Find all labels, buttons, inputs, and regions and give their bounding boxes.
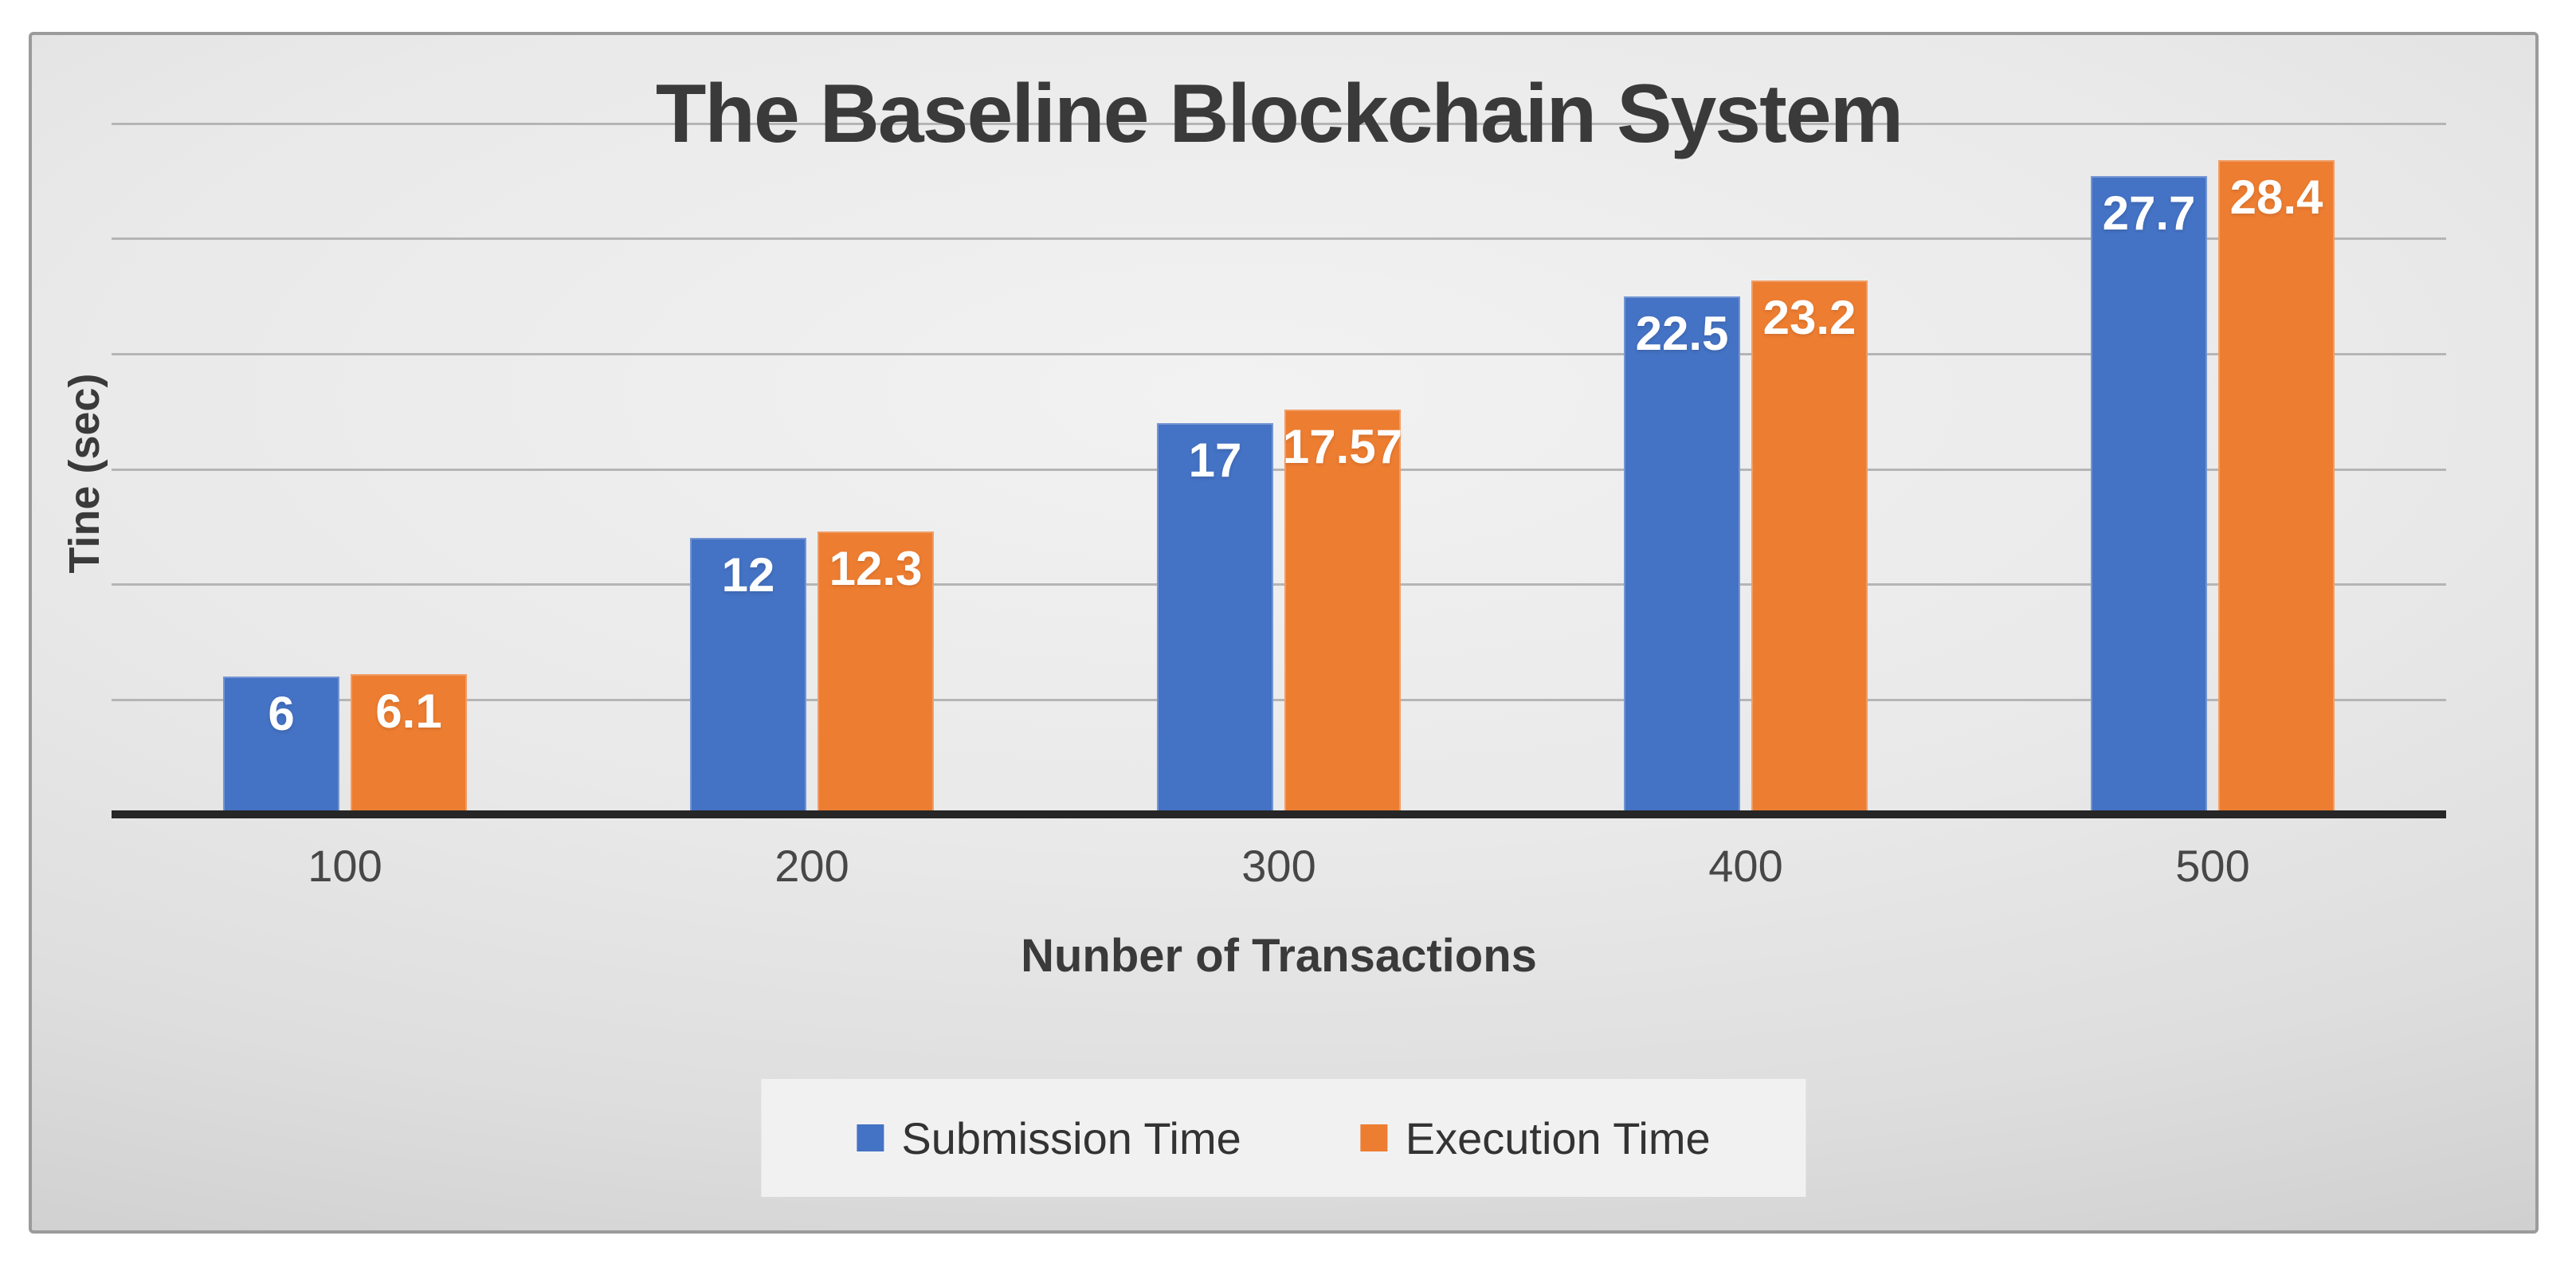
bar-value-label: 12.3: [829, 541, 923, 595]
bar-value-label: 12: [721, 548, 775, 602]
bar-value-label: 22.5: [1635, 306, 1729, 360]
gridline-25: [112, 237, 2446, 241]
bar-submission-time-100: 6: [223, 676, 339, 814]
x-axis-title: Nunber of Transactions: [1021, 930, 1537, 982]
legend-item-submission-time: Submission Time: [857, 1112, 1241, 1164]
gridline-30: [112, 123, 2446, 125]
bar-group-400: 22.5 23.2: [1512, 124, 1979, 814]
x-axis-ticks: 100 200 300 400 500: [112, 840, 2446, 892]
x-tick-300: 300: [1241, 841, 1316, 891]
legend-label: Execution Time: [1405, 1112, 1711, 1163]
bar-group-100: 6 6.1: [112, 124, 578, 814]
bar-value-label: 6.1: [375, 684, 442, 738]
chart-panel: The Baseline Blockchain System Tine (sec…: [29, 32, 2539, 1234]
gridline-10: [112, 583, 2446, 586]
bar-value-label: 17: [1188, 433, 1242, 487]
legend-item-execution-time: Execution Time: [1360, 1112, 1711, 1164]
gridline-5: [112, 698, 2446, 701]
x-tick-100: 100: [308, 841, 382, 891]
legend-marker-submission-time: [857, 1124, 884, 1151]
bar-execution-time-200: 12.3: [817, 531, 934, 814]
bar-group-200: 12 12.3: [578, 124, 1045, 814]
x-tick-500: 500: [2175, 841, 2250, 891]
bar-group-300: 17 17.57: [1045, 124, 1512, 814]
bar-submission-time-500: 27.7: [2091, 176, 2207, 814]
bar-value-label: 17.57: [1282, 420, 1403, 474]
bar-execution-time-400: 23.2: [1751, 280, 1868, 814]
bar-value-label: 27.7: [2102, 186, 2196, 241]
bar-groups: 6 6.1 12 12.3 17 17.57 22.5 23.2 27.7 28.4: [112, 124, 2446, 814]
bar-execution-time-100: 6.1: [351, 673, 467, 814]
legend: Submission Time Execution Time: [761, 1079, 1806, 1197]
bar-value-label: 23.2: [1762, 290, 1857, 344]
legend-label: Submission Time: [901, 1112, 1241, 1163]
bar-submission-time-400: 22.5: [1624, 296, 1740, 814]
x-tick-400: 400: [1708, 841, 1783, 891]
gridline-15: [112, 468, 2446, 471]
legend-marker-execution-time: [1360, 1124, 1388, 1151]
bar-submission-time-200: 12: [690, 538, 806, 814]
bar-group-500: 27.7 28.4: [1979, 124, 2446, 814]
plot-area: 6 6.1 12 12.3 17 17.57 22.5 23.2 27.7 28.4: [112, 123, 2446, 814]
bar-submission-time-300: 17: [1157, 422, 1273, 814]
y-axis-title: Tine (sec): [61, 373, 108, 574]
x-axis-line: [112, 810, 2446, 818]
bar-value-label: 6: [268, 686, 295, 740]
bar-value-label: 28.4: [2229, 171, 2323, 225]
bar-execution-time-300: 17.57: [1282, 410, 1403, 814]
chart-title: The Baseline Blockchain System: [655, 68, 1904, 160]
x-tick-200: 200: [774, 841, 849, 891]
gridline-20: [112, 352, 2446, 355]
bar-execution-time-500: 28.4: [2218, 160, 2335, 814]
